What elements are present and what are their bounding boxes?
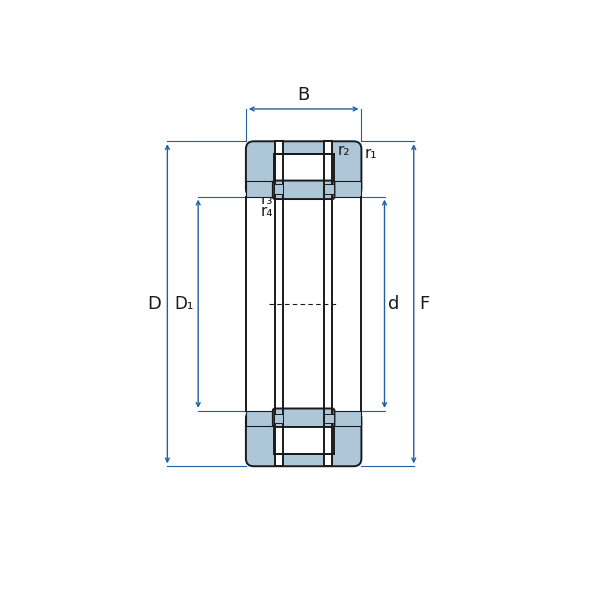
Bar — [274, 184, 283, 194]
FancyBboxPatch shape — [246, 141, 361, 197]
Text: r₃: r₃ — [260, 192, 273, 207]
Bar — [274, 154, 334, 197]
Bar — [275, 141, 283, 466]
Text: D₁: D₁ — [175, 295, 194, 313]
Text: d: d — [388, 295, 400, 313]
Text: D: D — [148, 295, 161, 313]
Bar — [246, 411, 275, 426]
Text: r₁: r₁ — [364, 146, 377, 161]
Bar — [246, 181, 275, 197]
FancyBboxPatch shape — [246, 411, 361, 466]
Bar — [274, 414, 283, 423]
Bar — [332, 181, 361, 197]
Text: F: F — [419, 295, 430, 313]
Bar — [332, 197, 361, 411]
Bar — [274, 411, 334, 454]
Bar — [325, 184, 334, 194]
FancyBboxPatch shape — [273, 181, 334, 199]
Bar — [246, 197, 275, 411]
Bar — [325, 414, 334, 423]
FancyBboxPatch shape — [273, 409, 334, 427]
Text: r₂: r₂ — [338, 143, 350, 158]
Text: B: B — [298, 86, 310, 104]
Text: r₄: r₄ — [260, 205, 273, 220]
Bar — [246, 197, 361, 411]
Bar — [325, 141, 332, 466]
Bar — [332, 411, 361, 426]
